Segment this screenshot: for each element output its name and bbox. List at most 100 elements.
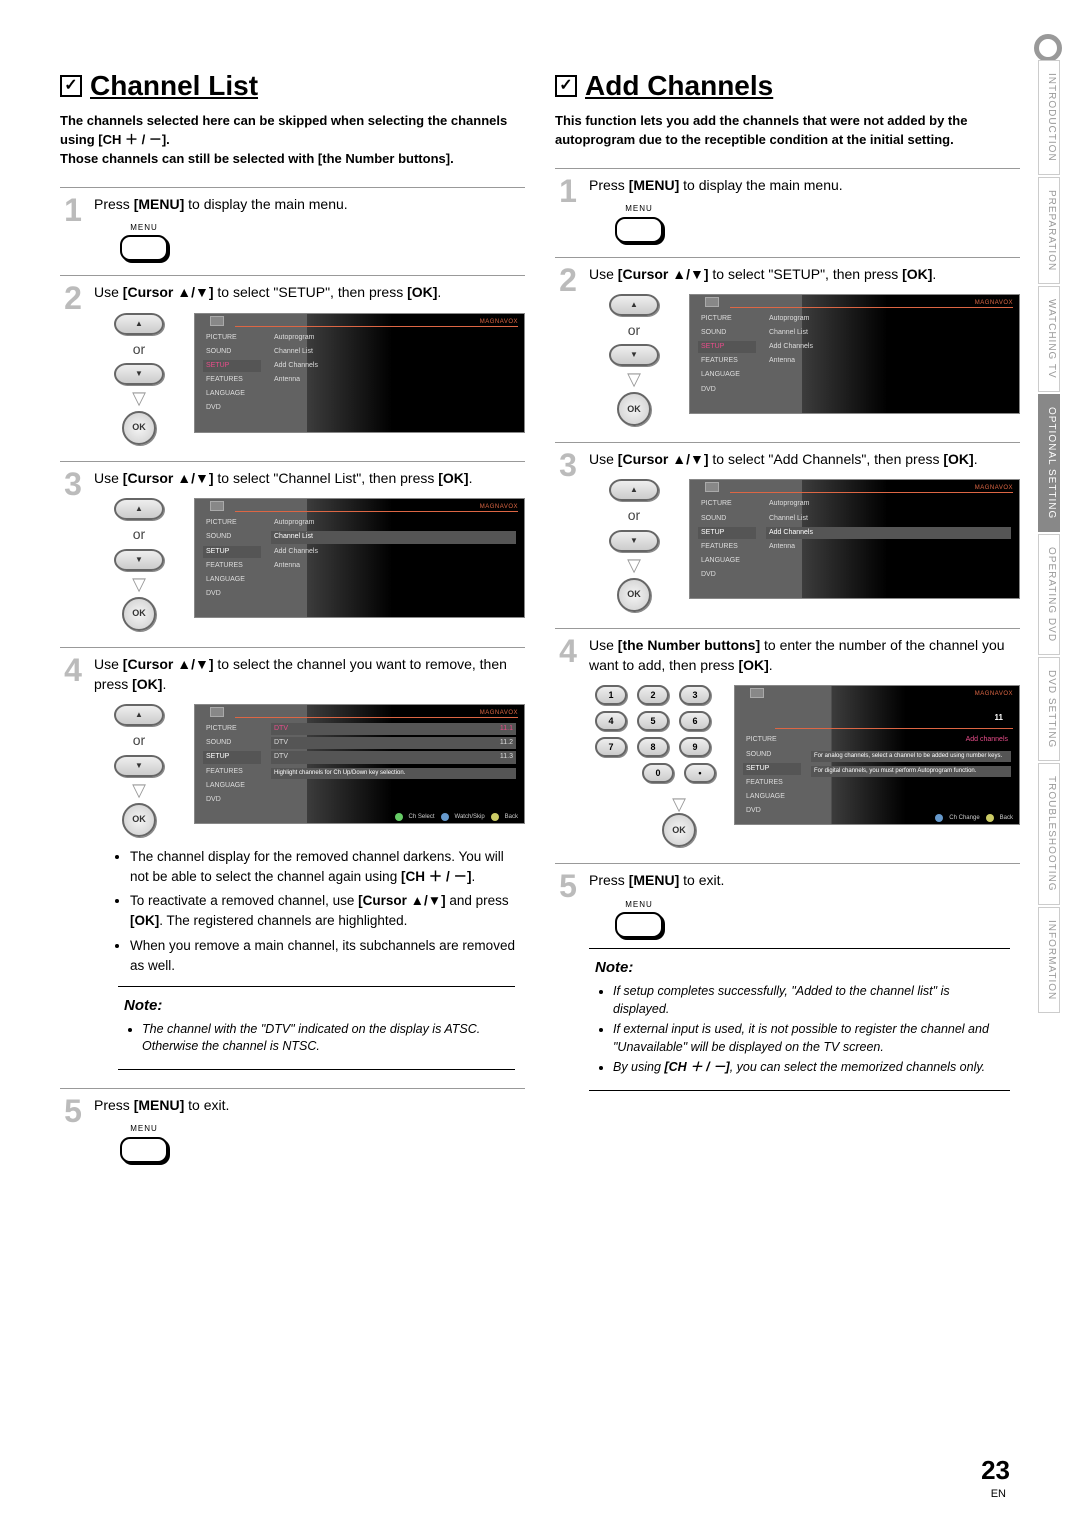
cursor-down-icon	[609, 530, 659, 552]
step-text: Press [MENU] to exit.	[589, 872, 724, 888]
step-3: 3 Use [Cursor ▲/▼] to select "Channel Li…	[60, 461, 525, 647]
tab-optional-setting: OPTIONAL SETTING	[1038, 394, 1060, 532]
num-9: 9	[679, 737, 711, 757]
tv-screen-enter-number: 11 MAGNAVOX PICTURE SOUND SETUP FEATURES	[734, 685, 1020, 825]
tab-operating-dvd: OPERATING DVD	[1038, 534, 1060, 655]
column-channel-list: ✓ Channel List The channels selected her…	[60, 70, 525, 1486]
step-4: 4 Use [the Number buttons] to enter the …	[555, 628, 1020, 864]
step-5: 5 Press [MENU] to exit. MENU	[60, 1088, 525, 1177]
triangle-down-icon: ▽	[627, 556, 641, 574]
column-add-channels: ✓ Add Channels This function lets you ad…	[555, 70, 1020, 1486]
cursor-nav-graphic: or ▽ OK	[104, 704, 174, 836]
num-8: 8	[637, 737, 669, 757]
note-title: Note:	[124, 995, 509, 1017]
step-1: 1 Press [MENU] to display the main menu.…	[555, 168, 1020, 257]
step-number: 3	[555, 449, 581, 622]
menu-button-icon	[615, 912, 663, 938]
cursor-up-icon	[114, 498, 164, 520]
num-5: 5	[637, 711, 669, 731]
bullet-item: To reactivate a removed channel, use [Cu…	[130, 891, 525, 932]
menu-button-icon	[615, 217, 663, 243]
menu-button-graphic: MENU	[609, 899, 669, 939]
menu-label: MENU	[130, 222, 158, 234]
num-4: 4	[595, 711, 627, 731]
step-1: 1 Press [MENU] to display the main menu.…	[60, 187, 525, 276]
step-2: 2 Use [Cursor ▲/▼] to select "SETUP", th…	[555, 257, 1020, 443]
tv-screen-setup: MAGNAVOX PICTURE SOUND SETUP FEATURES LA…	[194, 313, 525, 433]
step-text: Use [Cursor ▲/▼] to select "SETUP", then…	[94, 284, 441, 300]
page-number: 23	[981, 1455, 1010, 1486]
page-language: EN	[991, 1488, 1006, 1500]
step-text: Press [MENU] to exit.	[94, 1097, 229, 1113]
ok-button-icon: OK	[122, 597, 156, 631]
step-number: 5	[60, 1095, 86, 1171]
check-icon: ✓	[555, 75, 577, 97]
cursor-down-icon	[114, 549, 164, 571]
triangle-down-icon: ▽	[132, 781, 146, 799]
note-title: Note:	[595, 957, 1004, 979]
tab-preparation: PREPARATION	[1038, 177, 1060, 284]
note-box: Note: The channel with the "DTV" indicat…	[118, 986, 515, 1070]
menu-label: MENU	[130, 1123, 158, 1135]
cursor-down-icon	[114, 755, 164, 777]
note-item: By using [CH ＋ / －], you can select the …	[613, 1059, 1004, 1077]
step-text: Press [MENU] to display the main menu.	[589, 177, 843, 193]
or-label: or	[628, 505, 640, 525]
num-2: 2	[637, 685, 669, 705]
menu-label: MENU	[625, 899, 653, 911]
tab-information: INFORMATION	[1038, 907, 1060, 1013]
tab-introduction: INTRODUCTION	[1038, 60, 1060, 175]
tab-dvd-setting: DVD SETTING	[1038, 657, 1060, 761]
or-label: or	[628, 320, 640, 340]
step-text: Use [Cursor ▲/▼] to select the channel y…	[94, 656, 507, 692]
step-text: Use [Cursor ▲/▼] to select "Channel List…	[94, 470, 472, 486]
section-title-add-channels: ✓ Add Channels	[555, 70, 1020, 102]
tv-screen-add-channels: MAGNAVOX PICTURE SOUND SETUP FEATURES LA…	[689, 479, 1020, 599]
check-icon: ✓	[60, 75, 82, 97]
cursor-up-icon	[609, 479, 659, 501]
step-number: 5	[555, 870, 581, 1102]
cursor-up-icon	[609, 294, 659, 316]
menu-button-graphic: MENU	[114, 1123, 174, 1163]
step-text: Use [the Number buttons] to enter the nu…	[589, 637, 1005, 673]
triangle-down-icon: ▽	[672, 795, 686, 813]
triangle-down-icon: ▽	[627, 370, 641, 388]
step-number: 1	[555, 175, 581, 251]
note-item: If setup completes successfully, "Added …	[613, 983, 1004, 1018]
tv-screen-channel-list: MAGNAVOX PICTURE SOUND SETUP FEATURES LA…	[194, 498, 525, 618]
step-number: 3	[60, 468, 86, 641]
step-number: 4	[60, 654, 86, 1082]
cursor-nav-graphic: or ▽ OK	[104, 313, 174, 445]
num-1: 1	[595, 685, 627, 705]
page-corner-ring	[1034, 34, 1062, 62]
tab-watching-tv: WATCHING TV	[1038, 286, 1060, 392]
cursor-nav-graphic: or ▽ OK	[599, 294, 669, 426]
ok-button-icon: OK	[617, 578, 651, 612]
bullet-item: The channel display for the removed chan…	[130, 847, 525, 888]
tv-screen-remove: MAGNAVOX PICTURE SOUND SETUP FEATURES LA…	[194, 704, 525, 824]
step-text: Use [Cursor ▲/▼] to select "SETUP", then…	[589, 266, 936, 282]
menu-button-graphic: MENU	[609, 203, 669, 243]
note-box: Note: If setup completes successfully, "…	[589, 948, 1010, 1090]
section-title-channel-list: ✓ Channel List	[60, 70, 525, 102]
bullet-item: When you remove a main channel, its subc…	[130, 936, 525, 977]
step-number: 2	[60, 282, 86, 455]
step-text: Press [MENU] to display the main menu.	[94, 196, 348, 212]
side-tabs: INTRODUCTION PREPARATION WATCHING TV OPT…	[1038, 60, 1060, 1013]
num-7: 7	[595, 737, 627, 757]
menu-button-icon	[120, 235, 168, 261]
channel-badge: 11	[985, 710, 1013, 726]
num-6: 6	[679, 711, 711, 731]
ok-button-icon: OK	[122, 803, 156, 837]
tv-screen-setup: MAGNAVOX PICTURE SOUND SETUP FEATURES LA…	[689, 294, 1020, 414]
intro-text: The channels selected here can be skippe…	[60, 112, 525, 169]
tab-troubleshooting: TROUBLESHOOTING	[1038, 763, 1060, 905]
or-label: or	[133, 524, 145, 544]
title-text: Add Channels	[585, 70, 773, 102]
note-item: The channel with the "DTV" indicated on …	[142, 1021, 509, 1056]
brand-label: MAGNAVOX	[975, 690, 1013, 699]
cursor-nav-graphic: or ▽ OK	[104, 498, 174, 630]
triangle-down-icon: ▽	[132, 575, 146, 593]
ok-button-icon: OK	[662, 813, 696, 847]
cursor-up-icon	[114, 704, 164, 726]
